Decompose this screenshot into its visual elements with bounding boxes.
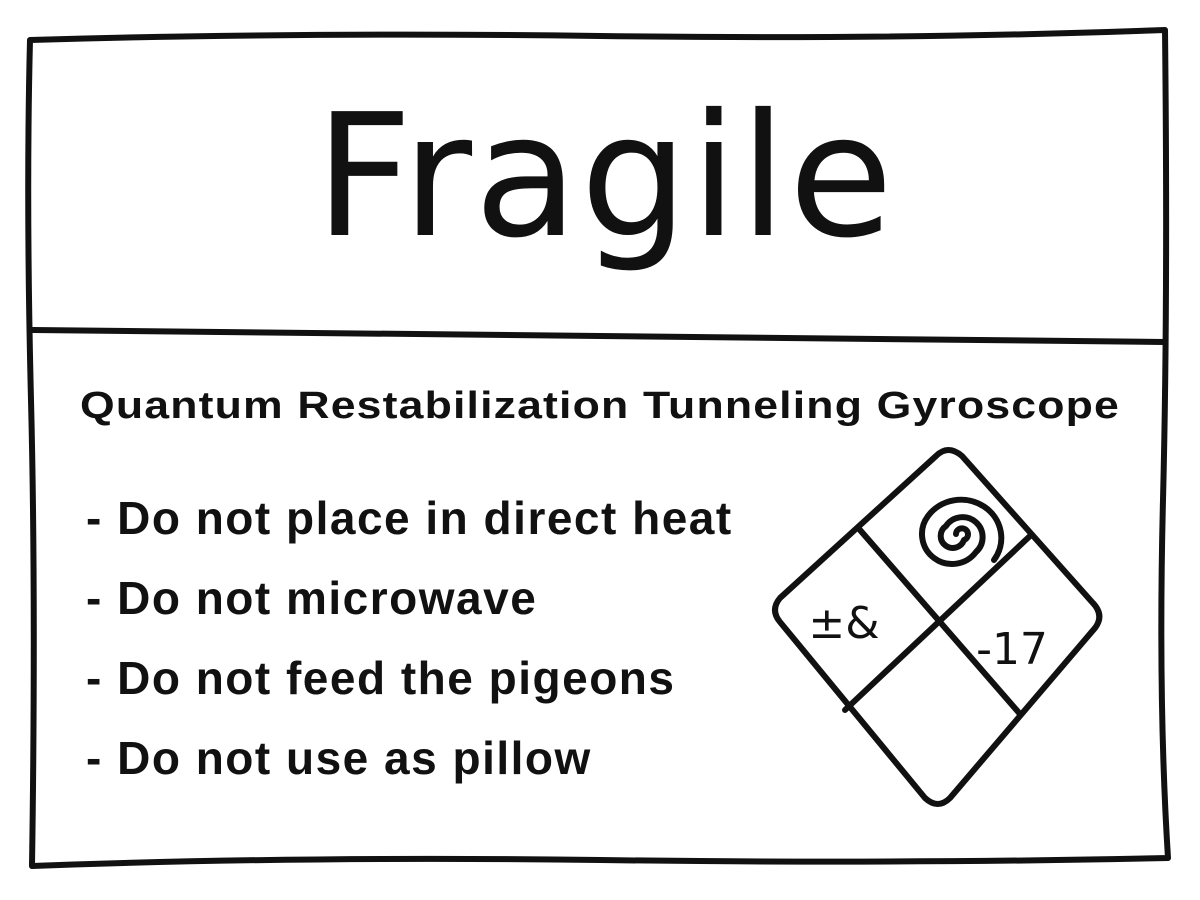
symbol-grid-outline xyxy=(772,447,1103,807)
instruction-item: - Do not use as pillow xyxy=(86,732,592,784)
product-name: Quantum Restabilization Tunneling Gyrosc… xyxy=(80,385,1120,427)
spiral-icon xyxy=(919,496,1005,567)
instruction-item: - Do not feed the pigeons xyxy=(86,652,675,704)
symbol-right-text: -17 xyxy=(976,624,1048,675)
instruction-item: - Do not place in direct heat xyxy=(86,492,733,544)
symbol-grid: ±& -17 xyxy=(772,447,1103,807)
title-divider xyxy=(30,327,1167,345)
label-border xyxy=(25,27,1171,869)
label-title: Fragile xyxy=(315,78,895,276)
symbol-grid-divider xyxy=(842,533,1033,713)
symbol-left-text: ±& xyxy=(808,598,879,649)
instruction-list: - Do not place in direct heat - Do not m… xyxy=(86,492,733,784)
instruction-item: - Do not microwave xyxy=(86,572,537,624)
